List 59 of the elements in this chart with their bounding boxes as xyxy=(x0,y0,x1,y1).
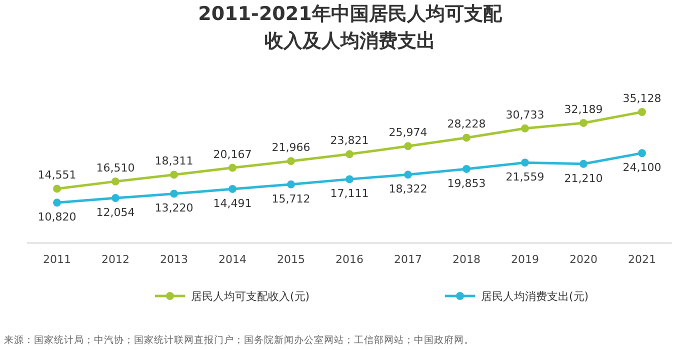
data-label: 19,853 xyxy=(447,176,486,190)
point xyxy=(170,170,178,179)
point xyxy=(228,184,236,193)
point xyxy=(521,124,529,132)
data-label: 14,551 xyxy=(38,168,76,182)
legend-label: 居民人均消费支出(元) xyxy=(481,290,589,303)
x-tick-label: 2014 xyxy=(218,252,246,266)
data-label: 24,100 xyxy=(622,161,662,174)
point xyxy=(287,180,295,188)
data-label: 18,311 xyxy=(154,154,194,168)
point xyxy=(638,108,646,116)
data-label: 35,128 xyxy=(622,92,662,105)
x-tick-label: 2011 xyxy=(43,252,71,266)
point xyxy=(112,177,120,186)
point xyxy=(53,184,61,193)
legend-label: 居民人均可支配收入(元) xyxy=(191,290,310,303)
data-label: 12,054 xyxy=(96,206,135,220)
x-tick-label: 2018 xyxy=(452,252,480,266)
data-label: 30,733 xyxy=(506,108,544,122)
chart-title: 2011-2021年中国居民人均可支配收入及人均消费支出 xyxy=(198,3,503,52)
point xyxy=(228,164,236,172)
point xyxy=(112,194,120,202)
x-tick-label: 2016 xyxy=(336,252,364,266)
data-label: 14,491 xyxy=(213,196,252,210)
point xyxy=(346,150,354,158)
data-label: 21,559 xyxy=(506,170,544,184)
point xyxy=(638,149,646,158)
x-tick-label: 2020 xyxy=(570,252,598,266)
data-label: 28,228 xyxy=(447,118,486,131)
data-label: 21,966 xyxy=(272,141,310,154)
point xyxy=(53,198,61,207)
x-tick-label: 2012 xyxy=(102,252,130,266)
data-label: 13,220 xyxy=(154,202,194,215)
point xyxy=(462,134,470,142)
data-label: 23,821 xyxy=(330,134,369,148)
data-label: 18,322 xyxy=(388,182,428,196)
x-tick-label: 2021 xyxy=(628,252,656,266)
point xyxy=(287,157,295,166)
data-label: 16,510 xyxy=(96,161,135,174)
x-tick-label: 2015 xyxy=(277,252,305,266)
source-note: 来源：国家统计局；中汽协；国家统计联网直报门户；国务院新闻办公室网站；工信部网站；中国政府网。 xyxy=(4,334,474,346)
point xyxy=(346,175,354,184)
point xyxy=(521,158,529,167)
data-label: 25,974 xyxy=(388,126,428,140)
data-label: 21,210 xyxy=(564,172,603,185)
data-label: 32,189 xyxy=(564,102,603,116)
data-label: 15,712 xyxy=(272,192,310,206)
data-label: 20,167 xyxy=(213,148,252,161)
point xyxy=(580,160,588,168)
point xyxy=(404,170,412,179)
x-tick-label: 2013 xyxy=(160,252,188,266)
x-tick-label: 2019 xyxy=(511,252,539,266)
data-label: 10,820 xyxy=(38,210,76,224)
point xyxy=(170,190,178,198)
data-label: 17,111 xyxy=(330,187,369,200)
point xyxy=(462,164,470,173)
x-tick-label: 2017 xyxy=(394,252,422,266)
point xyxy=(580,118,588,127)
point xyxy=(404,142,412,150)
